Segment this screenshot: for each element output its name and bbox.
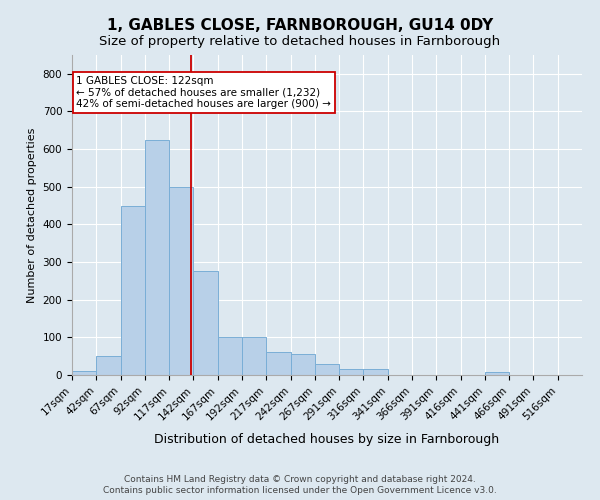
Bar bbox=[145, 140, 169, 375]
Text: Contains public sector information licensed under the Open Government Licence v3: Contains public sector information licen… bbox=[103, 486, 497, 495]
Bar bbox=[315, 364, 339, 375]
Bar bbox=[169, 187, 193, 375]
X-axis label: Distribution of detached houses by size in Farnborough: Distribution of detached houses by size … bbox=[154, 432, 500, 446]
Bar bbox=[121, 206, 145, 375]
Bar bbox=[193, 272, 218, 375]
Text: 1 GABLES CLOSE: 122sqm
← 57% of detached houses are smaller (1,232)
42% of semi-: 1 GABLES CLOSE: 122sqm ← 57% of detached… bbox=[76, 76, 331, 109]
Bar bbox=[290, 354, 315, 375]
Bar bbox=[242, 338, 266, 375]
Bar bbox=[266, 352, 290, 375]
Text: Contains HM Land Registry data © Crown copyright and database right 2024.: Contains HM Land Registry data © Crown c… bbox=[124, 475, 476, 484]
Bar bbox=[218, 338, 242, 375]
Text: Size of property relative to detached houses in Farnborough: Size of property relative to detached ho… bbox=[100, 35, 500, 48]
Bar bbox=[339, 370, 364, 375]
Bar bbox=[96, 356, 121, 375]
Bar bbox=[72, 371, 96, 375]
Text: 1, GABLES CLOSE, FARNBOROUGH, GU14 0DY: 1, GABLES CLOSE, FARNBOROUGH, GU14 0DY bbox=[107, 18, 493, 32]
Bar bbox=[364, 370, 388, 375]
Bar bbox=[485, 372, 509, 375]
Y-axis label: Number of detached properties: Number of detached properties bbox=[27, 128, 37, 302]
